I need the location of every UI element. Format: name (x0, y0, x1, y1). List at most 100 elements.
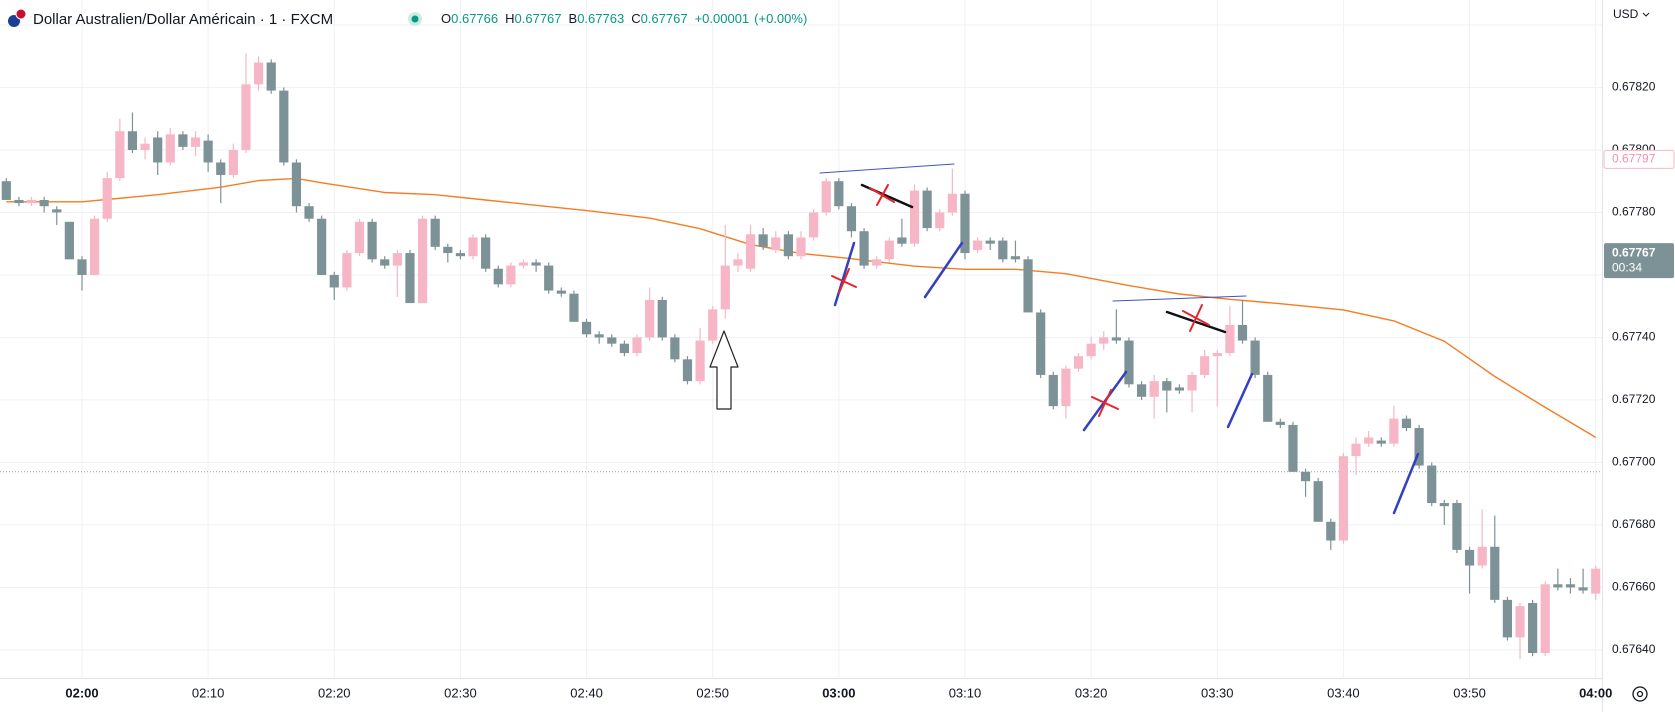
candle-body (77, 259, 87, 275)
candle-body (771, 237, 781, 250)
candle-body (1212, 353, 1222, 357)
candle-body (985, 240, 995, 244)
candle-body (506, 265, 516, 285)
ohlc-key: B (569, 11, 578, 26)
candle-body (670, 337, 680, 360)
candle-body (682, 359, 693, 382)
candle-body (493, 268, 503, 285)
candle-body (241, 84, 251, 150)
candle-body (1389, 418, 1399, 444)
trend-line (923, 241, 964, 299)
x-tick-label: 03:20 (1075, 685, 1108, 700)
candle-body (1124, 340, 1134, 385)
candle-body (1136, 384, 1147, 397)
ohlc-key: H (505, 11, 514, 26)
candle-body (481, 237, 491, 269)
last-price-box (1604, 243, 1674, 279)
candle-body (632, 337, 642, 354)
candle-body (796, 237, 806, 257)
candle-body (1326, 521, 1336, 541)
candle-body (1225, 324, 1235, 354)
y-tick-label: 0.67740 (1612, 330, 1656, 344)
candle-body (1023, 259, 1033, 313)
y-tick-label: 0.67680 (1612, 517, 1656, 531)
candle-body (708, 309, 718, 341)
candle-body (190, 137, 201, 147)
candle-body (405, 253, 415, 304)
ohlc-value: 0.67767 (515, 11, 562, 26)
candle-body (809, 212, 819, 238)
cross-mark (831, 268, 857, 294)
candle-body (165, 134, 175, 163)
candle-body (657, 299, 667, 338)
trend-line (1226, 372, 1254, 429)
candle-body (1111, 337, 1121, 341)
candle-body (1162, 381, 1172, 391)
candle-body (1565, 584, 1576, 588)
candle-body (1099, 337, 1109, 344)
change: +0.00001 (695, 11, 750, 26)
candle-body (859, 231, 869, 266)
candle-body (594, 334, 604, 338)
x-tick-label: 02:50 (696, 685, 729, 700)
candle-body (1528, 603, 1538, 654)
candle-body (140, 143, 150, 150)
candle-body (115, 131, 125, 179)
candle-body (998, 240, 1008, 260)
candle-body (455, 253, 466, 257)
candle-body (1540, 584, 1550, 654)
y-tick-label: 0.67820 (1612, 80, 1656, 94)
currency-bg (1605, 0, 1675, 28)
candle-body (947, 193, 957, 213)
candle-body (1401, 418, 1412, 429)
candle-body (52, 209, 62, 213)
x-tick-label: 03:10 (949, 685, 982, 700)
ohlc-key: C (631, 11, 640, 26)
candle-body (569, 293, 579, 322)
candle-body (1477, 546, 1487, 566)
time-axis-bg (0, 678, 1602, 712)
last-price: 0.67767 (1612, 245, 1656, 259)
candle-body (1502, 599, 1512, 638)
candle-body (834, 181, 844, 207)
ohlc-legend: O0.67766 H0.67767 B0.67763 C0.67767 +0.00001… (441, 11, 807, 26)
candle-body (1439, 503, 1449, 507)
x-tick-label: 02:30 (444, 685, 477, 700)
cross-mark (869, 184, 895, 206)
ohlc-value: 0.67763 (577, 11, 624, 26)
settings-icon[interactable] (1632, 686, 1648, 702)
marker-label-box (1603, 149, 1675, 169)
ohlc-key: O (441, 11, 451, 26)
candle-body (1250, 340, 1260, 375)
drawings (709, 163, 1420, 515)
candle-body (102, 178, 112, 219)
trend-line (1392, 452, 1420, 515)
trend-line (1112, 295, 1247, 302)
x-tick-label: 02:00 (65, 685, 98, 700)
candle-body (1187, 374, 1197, 391)
candle-body (178, 134, 188, 147)
candle-body (1174, 387, 1185, 391)
ohlc-value: 0.67767 (641, 11, 688, 26)
candle-body (342, 253, 352, 288)
candle-body (329, 274, 339, 288)
change-percent: (+0.00%) (754, 11, 807, 26)
candle-body (695, 340, 705, 382)
candle-body (1313, 481, 1323, 522)
cross-mark (1091, 389, 1119, 417)
x-tick-label: 04:00 (1579, 685, 1612, 700)
candle-body (1275, 421, 1285, 425)
currency[interactable]: USD (1613, 7, 1639, 21)
currency-chevron[interactable] (1642, 12, 1650, 17)
candle-body (872, 259, 882, 266)
candle-body (922, 190, 932, 229)
moving-average (6, 177, 1597, 439)
candle-body (1200, 356, 1210, 375)
candle-body (468, 237, 478, 257)
candle-body (1464, 549, 1475, 566)
marker-label: 0.67797 (1612, 152, 1656, 166)
candle-body (972, 240, 983, 250)
candle-body (14, 199, 24, 204)
y-tick-label: 0.67660 (1612, 580, 1656, 594)
